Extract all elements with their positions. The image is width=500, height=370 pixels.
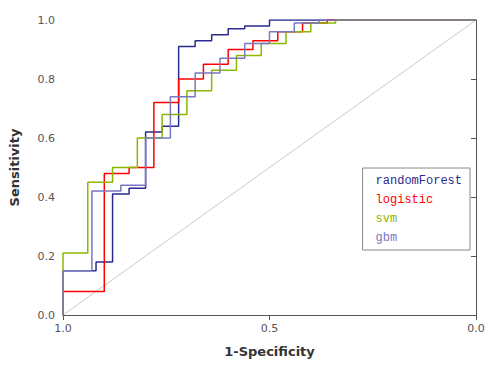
svg-text:1.0: 1.0 <box>38 14 56 27</box>
svg-text:gbm: gbm <box>376 231 398 245</box>
svg-text:Sensitivity: Sensitivity <box>7 128 22 206</box>
svg-text:0.2: 0.2 <box>38 250 56 263</box>
svg-text:randomForest: randomForest <box>376 174 462 188</box>
svg-text:0.0: 0.0 <box>467 322 485 335</box>
svg-text:logistic: logistic <box>376 193 434 207</box>
svg-text:0.8: 0.8 <box>38 73 56 86</box>
svg-text:svm: svm <box>376 212 398 226</box>
svg-text:0.4: 0.4 <box>38 191 56 204</box>
svg-text:0.0: 0.0 <box>38 309 56 322</box>
svg-text:1-Specificity: 1-Specificity <box>224 344 315 359</box>
svg-text:0.5: 0.5 <box>261 322 279 335</box>
svg-text:0.6: 0.6 <box>38 132 56 145</box>
svg-text:1.0: 1.0 <box>54 322 72 335</box>
